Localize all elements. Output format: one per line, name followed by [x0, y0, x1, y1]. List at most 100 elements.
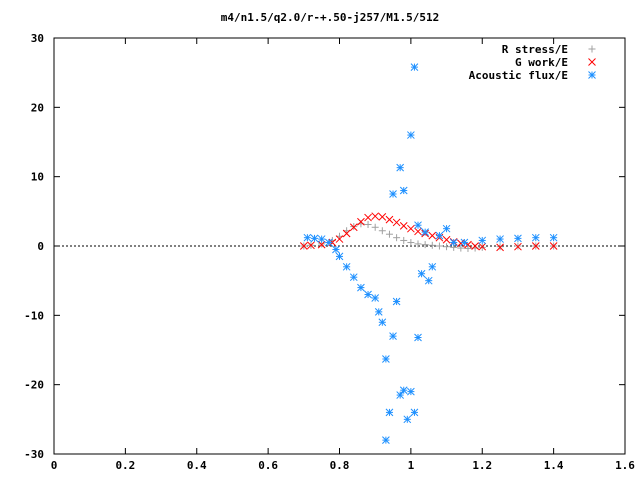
legend-marker [588, 71, 596, 79]
data-point [400, 236, 408, 244]
data-point [403, 415, 412, 424]
data-point [442, 224, 451, 233]
legend-marker [588, 45, 596, 53]
data-point [335, 235, 344, 243]
y-tick-label: 20 [31, 101, 44, 114]
data-point [514, 234, 522, 243]
data-point [464, 244, 472, 252]
x-tick-label: 0.6 [258, 459, 278, 472]
data-point [349, 223, 358, 232]
data-point [357, 283, 365, 292]
legend-marker [588, 58, 596, 66]
data-point [460, 238, 469, 247]
data-point [332, 245, 340, 254]
data-point [549, 233, 558, 242]
data-point [364, 290, 372, 299]
data-point [471, 242, 479, 250]
data-point [410, 408, 419, 417]
data-point [374, 308, 383, 316]
x-tick-label: 1.4 [544, 459, 564, 472]
data-point [399, 186, 408, 195]
data-point [414, 240, 422, 248]
data-point [310, 234, 319, 243]
data-point [417, 269, 426, 278]
x-tick-label: 0.4 [187, 459, 207, 472]
data-series [299, 63, 558, 444]
series-g-work-e [299, 212, 558, 252]
data-point [414, 333, 422, 342]
data-point [378, 227, 386, 235]
data-point [496, 243, 504, 252]
data-point [549, 242, 558, 250]
data-point [428, 231, 437, 240]
data-point [531, 242, 540, 250]
data-point [317, 235, 326, 243]
data-point [335, 252, 344, 261]
data-point [449, 238, 458, 247]
y-tick-label: -30 [24, 448, 44, 461]
y-tick-label: 10 [31, 171, 44, 184]
data-point [371, 212, 380, 221]
data-point [435, 231, 444, 240]
data-point [385, 215, 394, 224]
data-point [410, 63, 419, 71]
y-tick-label: -10 [24, 309, 44, 322]
data-point [389, 190, 397, 198]
data-point [393, 234, 401, 242]
data-point [407, 224, 415, 233]
data-point [382, 436, 390, 444]
data-point [414, 221, 422, 230]
data-point [385, 230, 393, 238]
data-point [364, 213, 372, 222]
data-point [396, 391, 405, 399]
data-point [399, 222, 408, 230]
x-tick-label: 1.2 [472, 459, 492, 472]
chart-title: m4/n1.5/q2.0/r-+.50-j257/M1.5/512 [221, 11, 440, 24]
data-point [443, 243, 451, 251]
x-tick-label: 1 [408, 459, 415, 472]
data-point [389, 332, 397, 340]
data-point [421, 228, 430, 236]
data-point [392, 297, 401, 306]
x-tick-label: 0.8 [330, 459, 350, 472]
y-tick-label: 30 [31, 32, 44, 45]
data-point [303, 233, 312, 242]
data-point [407, 239, 415, 247]
data-point [442, 235, 451, 244]
data-point [428, 262, 437, 271]
data-point [396, 163, 405, 172]
data-point [364, 221, 372, 229]
data-point [435, 242, 443, 250]
legend-label: Acoustic flux/E [469, 69, 568, 82]
data-point [324, 238, 333, 247]
data-point [378, 318, 387, 327]
data-point [514, 242, 522, 251]
data-point [421, 241, 429, 249]
y-tick-label: 0 [37, 240, 44, 253]
data-point [407, 387, 415, 396]
data-point [496, 235, 504, 243]
data-point [478, 242, 487, 251]
data-point [378, 213, 387, 221]
data-point [317, 240, 326, 249]
data-point [342, 262, 351, 271]
series-acoustic-flux-e [303, 63, 558, 444]
data-point [342, 229, 351, 238]
data-point [428, 241, 436, 249]
legend-label: R stress/E [502, 43, 568, 56]
data-point [299, 242, 308, 250]
y-tick-label: -20 [24, 379, 44, 392]
data-point [382, 355, 390, 363]
data-point [371, 294, 380, 302]
x-tick-label: 1.6 [615, 459, 635, 472]
data-point [424, 276, 433, 285]
data-point [349, 273, 358, 282]
data-point [328, 238, 337, 247]
data-point [385, 408, 394, 417]
data-point [399, 386, 408, 395]
x-tick-label: 0 [51, 459, 58, 472]
data-point [407, 131, 415, 139]
data-point [414, 227, 422, 236]
